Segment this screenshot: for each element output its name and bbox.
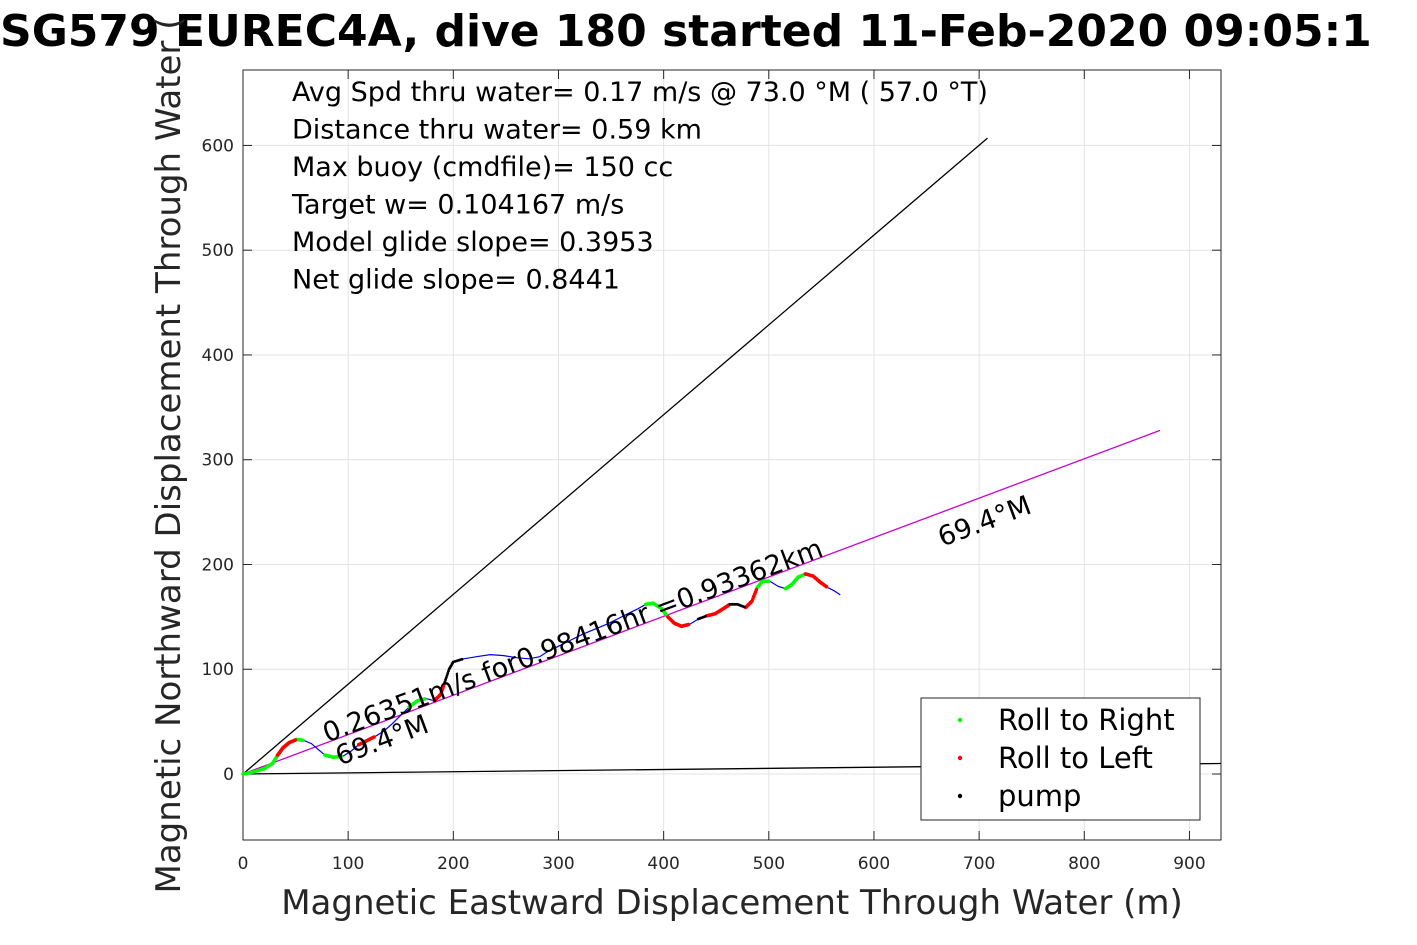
x-tick-label: 0 xyxy=(238,854,249,874)
roll-left-marker xyxy=(372,735,376,739)
legend: Roll to Right Roll to Left pump xyxy=(920,697,1201,821)
y-tick-label: 200 xyxy=(202,555,234,575)
pump-marker xyxy=(460,657,464,661)
y-tick-label: 400 xyxy=(202,346,234,366)
legend-label: Roll to Right xyxy=(998,703,1175,737)
annotation-label: 69.4°M xyxy=(934,490,1036,553)
marker-layer xyxy=(241,572,829,776)
x-tick-label: 400 xyxy=(647,854,679,874)
x-tick-label: 300 xyxy=(542,854,574,874)
roll-left-marker xyxy=(824,584,829,589)
x-tick-label: 700 xyxy=(963,854,995,874)
roll-right-marker xyxy=(766,579,771,583)
x-tick-label: 900 xyxy=(1173,854,1205,874)
x-tick-label: 100 xyxy=(332,854,364,874)
roll-right-marker xyxy=(422,697,427,701)
info-line: Distance thru water= 0.59 km xyxy=(292,115,702,146)
ticks: 0 100 200 300 400 500 600 700 800 900 0 100 200 300 40… xyxy=(202,70,1221,874)
legend-box xyxy=(920,697,1201,821)
roll-left-marker xyxy=(754,588,759,592)
pump-marker xyxy=(446,672,450,675)
y-tick-label: 500 xyxy=(202,241,234,261)
roll-left-marker xyxy=(686,622,691,627)
chart-title: SG579 EUREC4A, dive 180 started 11-Feb-2… xyxy=(0,6,1372,57)
legend-marker xyxy=(957,755,963,761)
x-axis-label: Magnetic Eastward Displacement Through W… xyxy=(281,883,1183,923)
plot-area-frame xyxy=(242,69,1222,841)
roll-right-marker xyxy=(301,738,305,743)
x-tick-label: 200 xyxy=(437,854,469,874)
legend-marker xyxy=(957,717,963,723)
y-axis-label: Magnetic Northward Displacement Through … xyxy=(149,17,189,894)
y-tick-label: 0 xyxy=(223,765,234,785)
heading-line-upper xyxy=(242,137,988,775)
info-line: Max buoy (cmdfile)= 150 cc xyxy=(292,152,673,183)
x-tick-label: 500 xyxy=(753,854,785,874)
course-line xyxy=(242,429,1161,775)
annotation-label: 0.26351m/s for0.98416hr =0.93362km xyxy=(319,533,827,749)
y-tick-label: 100 xyxy=(202,660,234,680)
info-line: Target w= 0.104167 m/s xyxy=(291,190,624,221)
x-tick-label: 600 xyxy=(858,854,890,874)
y-tick-label: 300 xyxy=(202,451,234,471)
roll-left-marker xyxy=(293,738,298,742)
y-tick-label: 600 xyxy=(202,136,234,156)
legend-label: Roll to Left xyxy=(998,741,1153,775)
roll-right-marker xyxy=(339,754,344,759)
info-line: Net glide slope= 0.8441 xyxy=(292,265,620,296)
info-line: Model glide slope= 0.3953 xyxy=(292,227,654,258)
x-tick-label: 800 xyxy=(1068,854,1100,874)
info-block: Avg Spd thru water= 0.17 m/s @ 73.0 °M (… xyxy=(291,77,988,296)
legend-label: pump xyxy=(998,779,1081,813)
pump-marker xyxy=(742,605,746,609)
legend-marker xyxy=(957,793,963,799)
pump-marker xyxy=(704,614,707,618)
grid xyxy=(242,70,1221,840)
pump-marker xyxy=(444,678,447,682)
info-line: Avg Spd thru water= 0.17 m/s @ 73.0 °M (… xyxy=(292,77,988,108)
